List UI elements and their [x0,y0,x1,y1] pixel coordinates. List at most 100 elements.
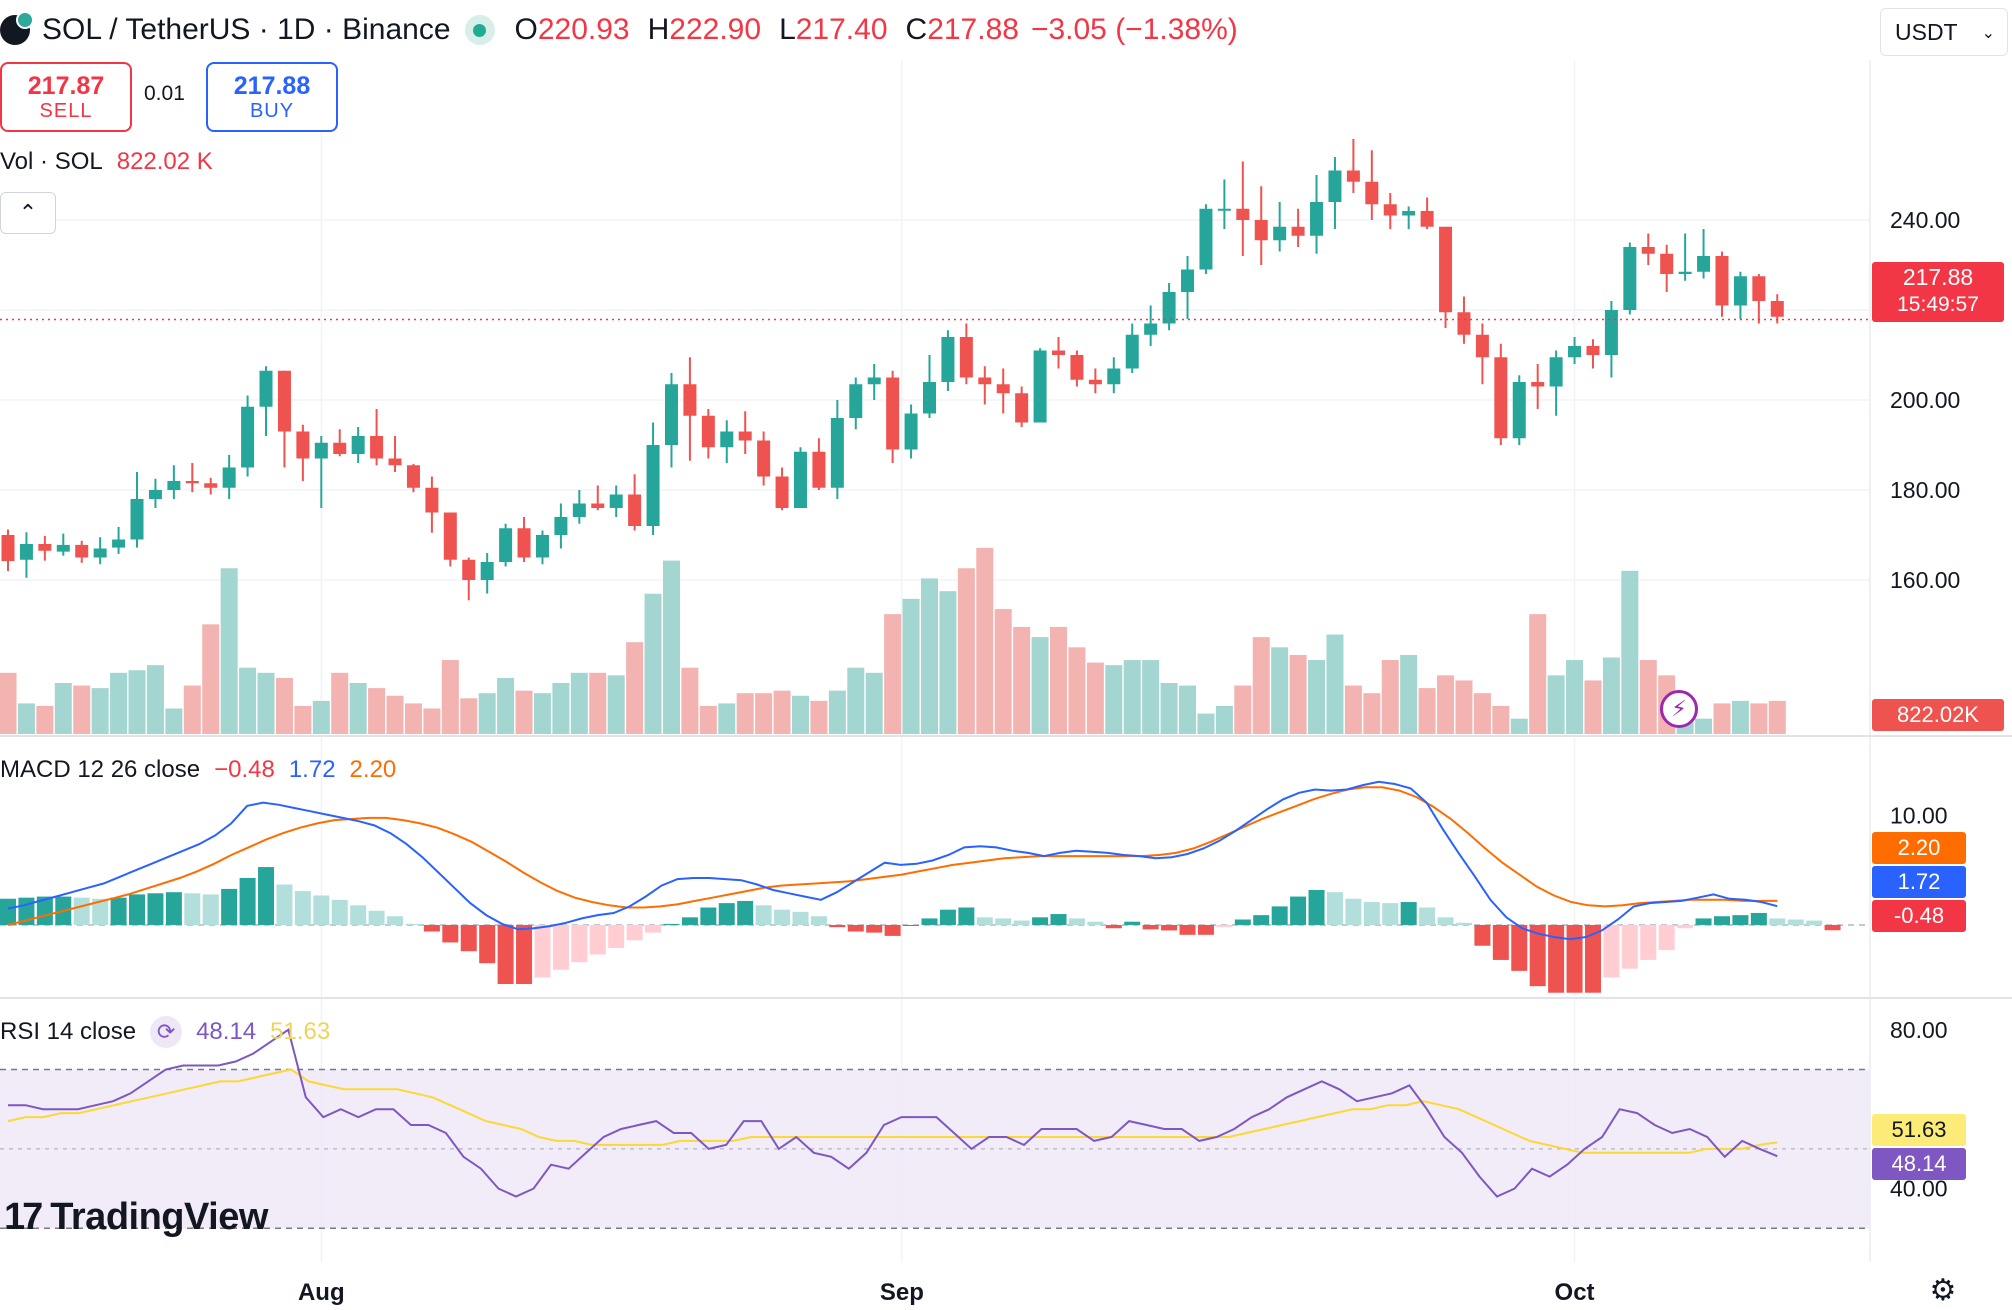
macd-histogram-bar [1824,924,1841,931]
macd-histogram-bar [184,893,201,925]
volume-bar [1013,626,1031,734]
macd-histogram-bar [258,867,275,925]
candle-body [941,337,955,382]
high-value: 222.90 [669,13,762,46]
macd-histogram-bar [1382,903,1399,925]
volume-bar [515,690,533,734]
macd-hist-value: −0.48 [214,756,275,783]
volume-bar [1031,637,1049,734]
candle-body [1549,357,1563,387]
refresh-icon[interactable]: ⟳ [150,1016,183,1048]
sell-button[interactable]: 217.87 SELL [0,62,132,132]
candle-body [1715,256,1729,306]
chevron-down-icon: ⌄ [1981,25,1995,42]
lightning-icon[interactable]: ⚡ [1660,690,1698,728]
sell-label: SELL [39,100,93,122]
volume-bar [1639,660,1657,734]
candle-body [628,494,642,526]
macd-histogram-bar [1308,890,1325,925]
currency-select[interactable]: USDT ⌄ [1880,8,2008,56]
macd-tick-label: 10.00 [1890,803,1948,829]
volume-legend-value: 822.02 K [116,148,213,175]
time-tick-label: Oct [1555,1279,1595,1306]
volume-bar [791,695,809,734]
candle-body [1494,357,1508,439]
buy-button[interactable]: 217.88 BUY [206,62,338,132]
volume-bar [1713,703,1731,734]
macd-histogram-bar [1345,898,1362,925]
rsi-legend[interactable]: RSI 14 close ⟳ 48.14 51.63 [0,1016,330,1048]
macd-histogram-bar [958,907,975,925]
volume-bar [386,695,404,734]
macd-histogram-bar [1363,902,1380,925]
volume-bar [865,672,883,734]
candle-body [1,535,15,562]
price-tick-label: 160.00 [1890,567,1960,593]
candle-body [904,413,918,450]
sell-price: 217.87 [27,72,105,100]
candle-body [1236,208,1250,220]
macd-histogram-bar [534,924,551,978]
candle-body [1457,312,1471,335]
candle-body [646,445,660,526]
candle-body [425,487,439,513]
macd-histogram-bar [1529,924,1546,987]
volume-bar [1289,654,1307,734]
macd-histogram-bar [1013,920,1030,925]
volume-bar [460,698,478,734]
candle-body [1254,220,1268,241]
volume-bar [1566,660,1584,734]
candle-body [1641,247,1655,254]
collapse-legend-button[interactable]: ⌃ [0,192,56,234]
candle-body [701,415,715,448]
volume-legend[interactable]: Vol · SOL 822.02 K [0,148,213,176]
volume-bar [1437,675,1455,734]
volume-bar [1473,693,1491,734]
candle-body [1181,269,1195,292]
candle-body [388,458,402,466]
candle-body [1623,247,1637,310]
candle-body [812,451,826,488]
currency-value: USDT [1895,18,1958,45]
macd-histogram-bar [73,897,90,925]
candle-body [1070,355,1084,380]
volume-bar [626,642,644,734]
symbol-title[interactable]: SOL / TetherUS · 1D · Binance [42,13,451,46]
volume-bar [110,672,128,734]
volume-tag: 822.02K [1872,699,2004,731]
open-label: O [514,13,538,46]
volume-bar [976,547,994,734]
tradingview-logo[interactable]: 17 TradingView [4,1196,268,1239]
volume-bar [1731,700,1749,734]
candle-body [978,377,992,385]
candle-body [480,562,494,580]
macd-histogram-bar [1124,921,1141,925]
volume-bar [828,690,846,734]
candle-body [683,384,697,416]
macd-histogram-bar [1400,902,1417,925]
candle-body [1088,379,1102,385]
low-label: L [779,13,796,46]
macd-histogram-bar [1050,914,1067,925]
change-value: −3.05 (−1.38%) [1030,13,1238,46]
macd-histogram-bar [1271,906,1288,925]
macd-legend[interactable]: MACD 12 26 close −0.48 1.72 2.20 [0,756,396,784]
macd-histogram-bar [1326,892,1343,925]
macd-histogram-bar [866,924,883,933]
macd-histogram-bar [1511,924,1528,971]
tradingview-logo-text: TradingView [50,1196,268,1238]
volume-bar [994,609,1012,734]
candle-body [757,440,771,477]
market-open-icon [464,15,495,45]
candle-body [38,544,52,551]
volume-bar [755,693,773,734]
candle-body [1365,181,1379,205]
candle-body [222,467,236,488]
candle-body [19,544,33,560]
candle-body [75,544,89,558]
volume-bar [73,685,91,734]
volume-bar [478,693,496,734]
macd-line-value: 1.72 [288,756,336,783]
settings-icon[interactable]: ⚙ [1929,1274,1957,1307]
